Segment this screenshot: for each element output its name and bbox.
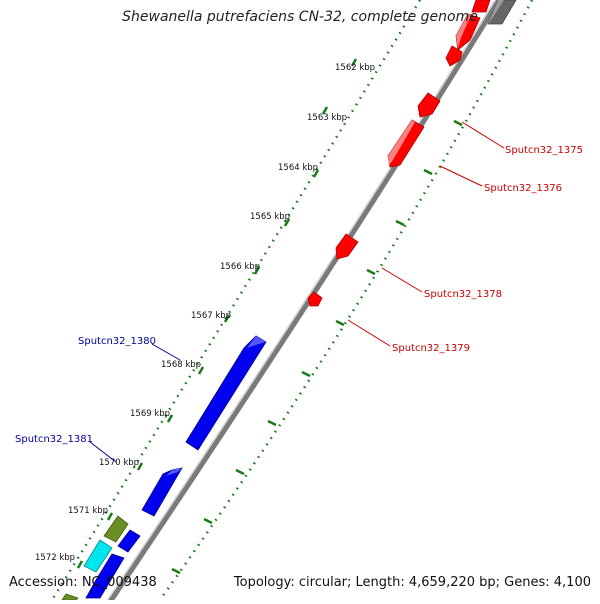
gene-arrow[interactable]	[85, 553, 125, 599]
gene-label-connector	[347, 319, 391, 347]
gene-label-connector	[89, 441, 117, 463]
genome-backbone	[105, 0, 502, 604]
major-tick	[223, 314, 231, 323]
tick-label: 1562 kbp	[335, 63, 375, 73]
gene-arrow[interactable]	[335, 233, 359, 260]
gene-arrow[interactable]	[417, 92, 441, 118]
olive-gene-arrow[interactable]	[61, 593, 79, 601]
major-tick	[197, 366, 205, 375]
gene-label[interactable]: Sputcn32_1380	[78, 336, 156, 347]
gene-arrow-highlight	[166, 468, 182, 476]
gene-arrow[interactable]	[455, 13, 481, 51]
major-tick	[171, 567, 181, 575]
gene-arrow[interactable]	[307, 291, 323, 307]
gene-label[interactable]: Sputcn32_1376	[484, 183, 562, 194]
major-tick	[76, 560, 84, 569]
tick-label: 1571 kbp	[68, 506, 108, 516]
olive-gene-arrow[interactable]	[103, 515, 129, 543]
gene-arrow[interactable]	[141, 467, 183, 517]
forward-strand-genes	[307, 0, 491, 307]
major-tick	[366, 268, 376, 276]
gene-arrow[interactable]	[185, 335, 267, 451]
major-tick	[235, 468, 245, 476]
gene-arrow[interactable]	[471, 0, 491, 13]
gray-gene-highlight	[488, 0, 504, 24]
gene-label[interactable]: Sputcn32_1381	[15, 434, 93, 445]
major-tick	[453, 119, 463, 127]
tick-label: 1566 kbp	[220, 262, 260, 272]
major-tick	[267, 419, 277, 427]
major-tick	[283, 218, 291, 227]
gene-label[interactable]: Sputcn32_1378	[424, 289, 502, 300]
major-tick	[253, 266, 261, 275]
forward-strand-gene-shading	[388, 14, 471, 165]
major-tick	[335, 319, 345, 327]
gene-arrow-highlight	[388, 120, 415, 165]
inner-ruler-ring	[158, 0, 534, 601]
gene-label-connector	[461, 121, 505, 149]
genome-backbone-highlight	[104, 0, 496, 604]
tick-label: 1564 kbp	[278, 163, 318, 173]
reverse-strand-genes	[85, 335, 267, 599]
tick-label: 1572 kbp	[35, 553, 75, 563]
tick-label: 1567 kbp	[191, 311, 231, 321]
gene-arrow[interactable]	[387, 119, 425, 168]
map-title: Shewanella putrefaciens CN-32, complete …	[122, 9, 478, 25]
reverse-strand-gene-shading	[166, 336, 266, 476]
major-tick	[301, 370, 311, 378]
gene-label[interactable]: Sputcn32_1375	[505, 145, 583, 156]
major-tick	[203, 517, 213, 525]
major-tick	[106, 512, 114, 521]
tick-label: 1563 kbp	[307, 113, 347, 123]
major-tick	[350, 58, 358, 67]
tick-label: 1570 kbp	[99, 458, 139, 468]
gene-arrow[interactable]	[117, 529, 141, 553]
gene-arrow-highlight	[456, 14, 471, 48]
major-tick	[321, 106, 329, 115]
genome-summary: Topology: circular; Length: 4,659,220 bp…	[233, 575, 591, 590]
major-tick	[166, 414, 174, 423]
major-tick	[136, 462, 144, 471]
accession-label: Accession: NC_009438	[9, 575, 157, 590]
gene-arrow[interactable]	[445, 45, 463, 67]
outer-major-ticks	[76, 58, 358, 569]
gene-label-connector	[381, 267, 423, 293]
major-tick	[312, 169, 320, 178]
gene-label-connector	[439, 165, 483, 187]
major-tick	[423, 168, 433, 176]
gene-arrow-highlight	[247, 336, 266, 348]
tick-label: 1569 kbp	[130, 409, 170, 419]
inner-major-ticks	[171, 119, 463, 575]
cyan-gene-arrow[interactable]	[83, 539, 113, 573]
gene-label-connector	[151, 343, 181, 361]
major-tick	[395, 219, 405, 227]
gene-label[interactable]: Sputcn32_1379	[392, 343, 470, 354]
tick-label: 1565 kbp	[250, 212, 290, 222]
tick-label: 1568 kbp	[161, 360, 201, 370]
